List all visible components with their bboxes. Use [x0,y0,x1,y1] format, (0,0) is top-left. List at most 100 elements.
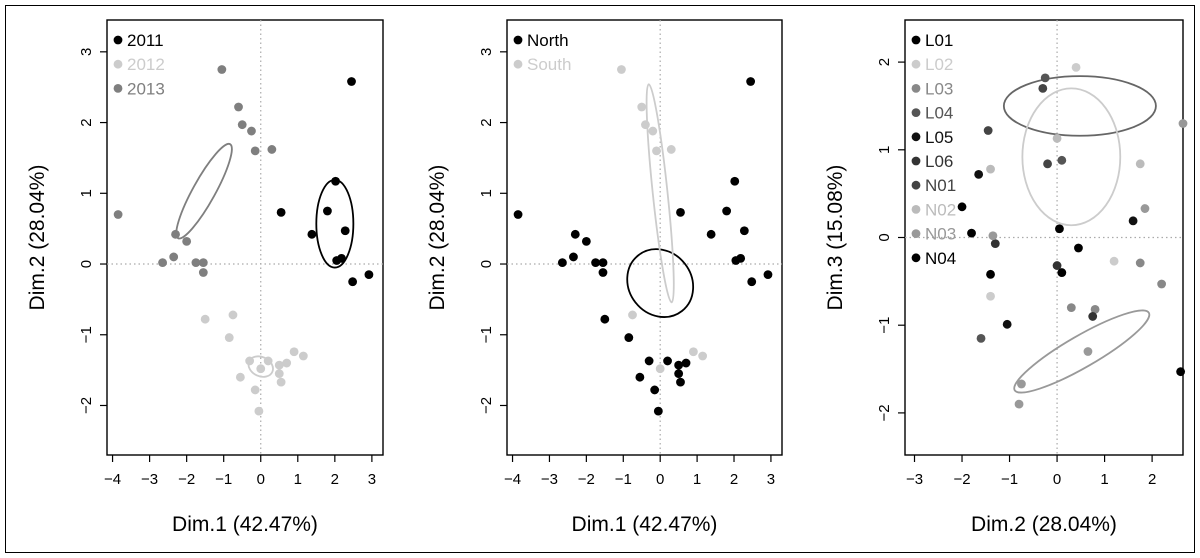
x-tick-label: 3 [368,471,376,488]
point-2011 [340,226,350,236]
y-tick-label: 1 [78,189,95,197]
x-tick-label: −3 [906,471,923,488]
point-l05 [1128,216,1138,226]
x-tick-label: 1 [294,471,302,488]
point-2013 [171,229,180,239]
y-tick-label: −1 [478,326,495,343]
point-north [676,377,685,387]
legend-marker-n03 [911,229,921,239]
point-l03 [1157,279,1167,289]
point-2012 [298,351,308,361]
confidence-ellipse-2 [1021,87,1122,227]
panel-1: −4 −3 −2 −1 0 1 2 3 −2 −1 0 1 2 3 Dim.1 (42.47%) Dim.2 … [26,19,384,536]
legend-marker-south [513,59,523,69]
point-n04 [1055,224,1064,234]
point-n04 [1176,367,1186,377]
point-north [581,236,591,246]
panel-2: −4 −3 −2 −1 0 1 2 3 −2 −1 0 1 2 3 Dim.1 (42.47%) Dim.2 … [426,19,783,536]
point-n01 [1038,84,1048,93]
point-2011 [323,206,332,216]
legend-label-2012: 2012 [127,55,165,74]
point-l04 [1057,155,1067,165]
x-axis-title: Dim.2 (28.04%) [971,513,1117,536]
point-north [674,369,684,379]
x-tick-label: −4 [104,471,121,488]
point-2012 [228,310,238,320]
legend: 2011 2012 2013 [113,31,165,98]
x-tick-label: 0 [1053,471,1061,488]
point-n02 [1135,159,1145,169]
point-north [739,226,749,236]
point-2012 [250,385,260,395]
point-south [641,120,650,130]
legend-marker-l03 [911,84,921,93]
point-south [689,347,698,357]
point-2012 [274,360,284,370]
y-tick-label: 2 [478,118,495,126]
y-tick-label: 0 [78,260,95,268]
x-axis-title: Dim.1 (42.47%) [172,513,318,536]
point-2012 [254,406,264,416]
x-tick-label: −2 [578,471,595,488]
x-axis-title: Dim.1 (42.47%) [572,513,718,536]
point-north [591,258,600,268]
plot-frame [506,19,783,456]
point-l05 [974,169,984,179]
point-l02 [1109,256,1119,266]
point-north [706,229,716,239]
point-n02 [986,164,995,174]
point-south [637,102,647,112]
point-north [644,356,654,366]
point-2013 [217,65,227,74]
legend-marker-n02 [911,205,921,214]
point-2012 [224,333,234,342]
y-tick-label: 1 [478,189,495,197]
point-north [624,333,634,342]
point-north [557,258,567,268]
legend-marker-north [513,35,523,45]
x-tick-label: 2 [331,471,339,488]
point-2012 [276,377,286,387]
point-2012 [235,372,245,382]
point-2013 [250,146,260,156]
point-l01 [986,269,995,279]
point-north [635,372,645,382]
point-2012 [245,356,255,366]
x-tick-label: −2 [178,471,195,488]
point-north [681,358,691,368]
x-tick-label: 3 [767,471,775,488]
point-north [722,206,732,216]
confidence-ellipse-1 [1002,75,1157,137]
legend-label-l02: L02 [925,55,953,74]
legend-label-2013: 2013 [127,79,165,98]
point-l04 [976,333,986,343]
point-north [663,356,672,366]
point-2012 [282,358,292,368]
point-l04 [1040,73,1050,83]
point-north [570,229,580,239]
legend-label-north: North [527,31,569,50]
point-l06 [1088,312,1098,321]
legend-marker-l05 [911,132,921,142]
legend-label-l05: L05 [925,128,953,147]
y-tick-label: 0 [478,260,495,268]
y-tick-label: −2 [78,397,95,414]
x-tick-label: −3 [141,471,158,488]
point-2013 [234,102,243,112]
point-2013 [198,268,208,277]
point-north [747,277,757,287]
y-tick-label: 3 [478,48,495,56]
point-l02 [986,291,995,301]
point-n03 [1140,204,1150,213]
point-2013 [267,145,277,154]
point-n01 [983,126,993,135]
point-2013 [158,258,167,268]
point-2013 [182,236,192,246]
point-l02 [1071,62,1081,72]
legend-label-south: South [527,55,571,74]
point-north [600,314,610,324]
point-north [674,360,684,370]
point-2013 [113,210,123,219]
point-l06 [990,239,1000,249]
